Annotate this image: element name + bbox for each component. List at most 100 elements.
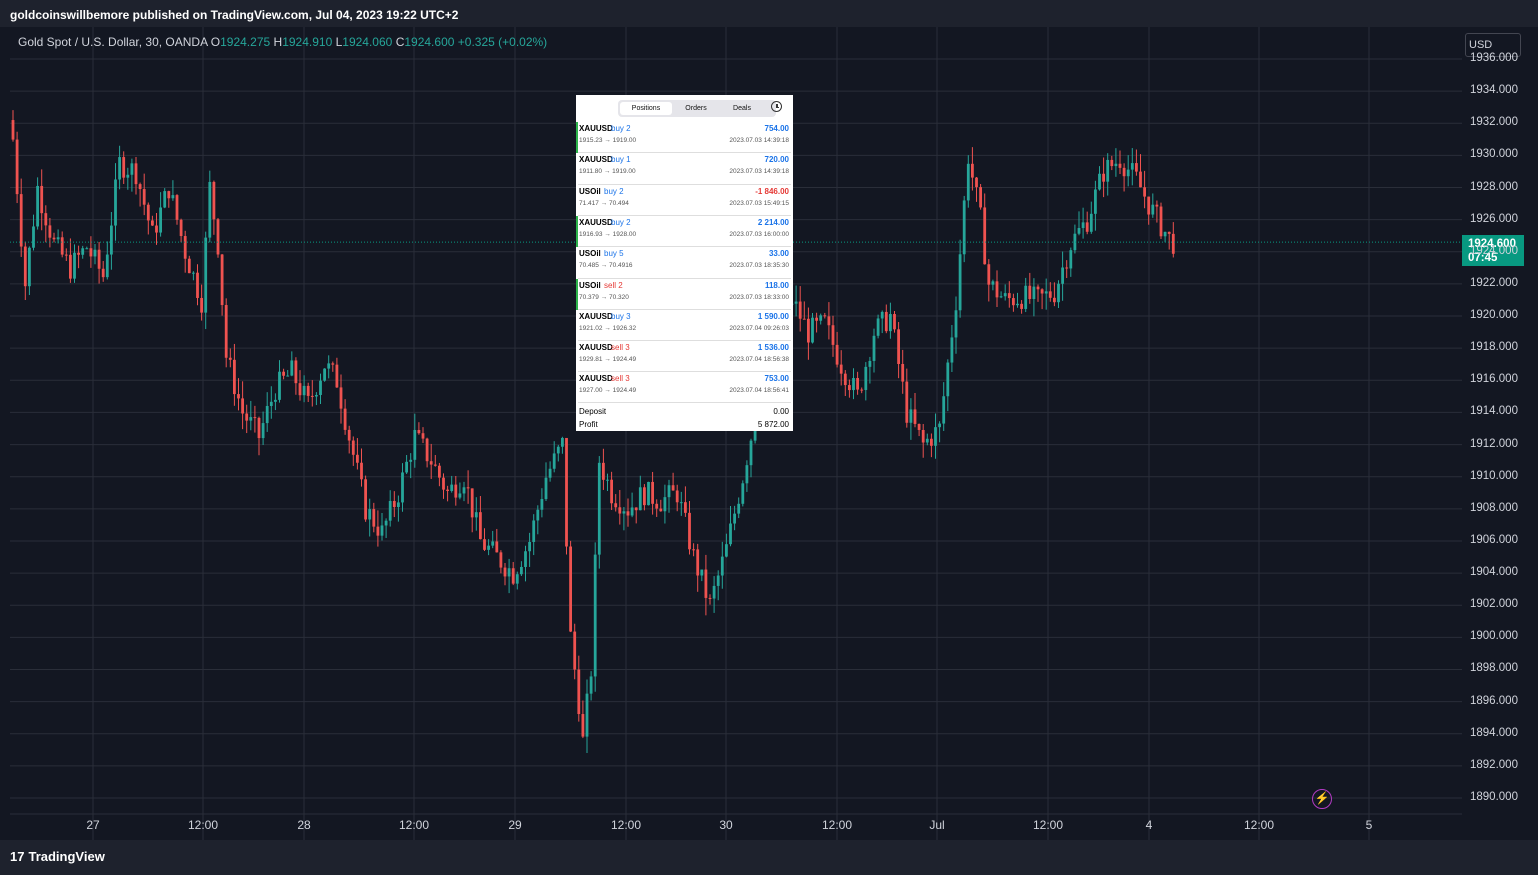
candle-body bbox=[253, 417, 257, 419]
candle-body bbox=[708, 597, 712, 599]
position-row[interactable]: USOil buy 2 71.417 → 70.494 -1 846.00 2023.0… bbox=[576, 185, 793, 216]
candle-body bbox=[487, 545, 490, 550]
candle-body bbox=[597, 462, 601, 555]
y-tick-label: 1924.000 bbox=[1470, 244, 1518, 257]
candle-body bbox=[843, 373, 847, 386]
candle-body bbox=[626, 511, 630, 516]
candle-body bbox=[319, 380, 322, 395]
candle-body bbox=[433, 464, 437, 466]
candle-body bbox=[1003, 293, 1007, 297]
candle-body bbox=[208, 181, 212, 238]
candle-body bbox=[1171, 233, 1175, 254]
positions-panel: Positions Orders Deals XAUUSD buy 2 1915.2… bbox=[576, 95, 793, 431]
candle-body bbox=[425, 438, 429, 462]
position-row[interactable]: XAUUSD buy 2 1915.23 → 1919.00 754.00 2023.0… bbox=[576, 122, 793, 153]
candle-body bbox=[105, 254, 109, 278]
candle-body bbox=[372, 509, 376, 527]
candle-body bbox=[19, 194, 23, 247]
position-row[interactable]: USOil sell 2 70.379 → 70.320 118.00 2023.07.… bbox=[576, 278, 793, 310]
candle-body bbox=[220, 254, 224, 306]
y-tick-label: 1906.000 bbox=[1470, 533, 1518, 546]
position-row[interactable]: USOil buy 5 70.485 → 70.4916 33.00 2023.07.0… bbox=[576, 247, 793, 278]
candle-body bbox=[167, 191, 171, 199]
position-row[interactable]: XAUUSD buy 3 1921.02 → 1926.32 1 590.00 2023… bbox=[576, 310, 793, 341]
candle-body bbox=[1098, 173, 1101, 190]
candle-body bbox=[634, 507, 638, 511]
position-row[interactable]: XAUUSD sell 3 1929.81 → 1924.49 1 536.00 202… bbox=[576, 341, 793, 372]
candle-body bbox=[860, 389, 864, 391]
position-time: 2023.07.04 09:26:03 bbox=[729, 324, 789, 332]
candle-body bbox=[97, 249, 101, 269]
summary-divider bbox=[578, 402, 791, 403]
candle-body bbox=[347, 429, 351, 441]
flash-icon[interactable]: ⚡ bbox=[1312, 789, 1332, 809]
tab-deals[interactable]: Deals bbox=[733, 105, 751, 112]
candle-body bbox=[405, 461, 408, 473]
candle-body bbox=[212, 181, 216, 220]
x-tick-label: 30 bbox=[719, 818, 733, 832]
position-row[interactable]: XAUUSD buy 1 1911.80 → 1919.00 720.00 2023.0… bbox=[576, 153, 793, 184]
symbol-name[interactable]: Gold Spot / U.S. Dollar, 30, OANDA bbox=[18, 35, 208, 49]
y-tick-label: 1914.000 bbox=[1470, 405, 1518, 418]
y-tick-label: 1916.000 bbox=[1470, 373, 1518, 386]
candle-body bbox=[1081, 222, 1085, 229]
candle-body bbox=[700, 569, 704, 576]
candle-body bbox=[257, 417, 261, 439]
tradingview-logo[interactable]: 17 TradingView bbox=[10, 849, 105, 864]
position-symbol: XAUUSD bbox=[579, 343, 613, 353]
y-tick-label: 1896.000 bbox=[1470, 694, 1518, 707]
candle-body bbox=[815, 317, 818, 321]
currency-selector[interactable]: USD bbox=[1465, 33, 1521, 57]
tab-positions[interactable]: Positions bbox=[620, 102, 672, 115]
candle-body bbox=[930, 438, 933, 446]
candle-body bbox=[1114, 163, 1118, 167]
candle-body bbox=[884, 311, 888, 332]
candle-body bbox=[196, 272, 199, 298]
candle-body bbox=[622, 511, 626, 514]
candle-body bbox=[458, 493, 462, 498]
candle-body bbox=[93, 249, 97, 257]
candle-body bbox=[671, 485, 675, 491]
candle-body bbox=[950, 337, 954, 363]
candle-body bbox=[192, 272, 195, 274]
candle-body bbox=[470, 488, 474, 518]
candlestick-chart[interactable] bbox=[10, 27, 1462, 840]
open-value: 1924.275 bbox=[220, 35, 271, 49]
candle-body bbox=[446, 489, 449, 491]
high-label: H bbox=[273, 35, 283, 49]
candle-body bbox=[729, 523, 732, 545]
candle-body bbox=[1007, 293, 1011, 299]
candle-body bbox=[171, 195, 175, 199]
candle-body bbox=[1048, 291, 1052, 298]
x-tick-label: Jul bbox=[929, 818, 945, 832]
candle-body bbox=[802, 318, 806, 320]
row-divider bbox=[578, 371, 791, 373]
candle-body bbox=[302, 385, 306, 396]
y-tick-label: 1892.000 bbox=[1470, 758, 1518, 771]
candle-body bbox=[200, 297, 203, 313]
x-tick-label: 12:00 bbox=[187, 818, 219, 832]
candle-body bbox=[962, 200, 966, 255]
candle-body bbox=[343, 408, 347, 430]
candle-body bbox=[274, 399, 277, 402]
position-time: 2023.07.03 16:00:00 bbox=[729, 230, 789, 238]
candle-body bbox=[384, 520, 388, 526]
tab-orders[interactable]: Orders bbox=[685, 105, 707, 112]
candle-body bbox=[421, 433, 425, 439]
candle-body bbox=[479, 512, 482, 540]
position-profit: -1 846.00 bbox=[755, 186, 789, 196]
candle-body bbox=[614, 503, 618, 508]
candle-body bbox=[864, 366, 868, 390]
candle-body bbox=[1151, 204, 1155, 215]
history-clock-icon[interactable] bbox=[771, 101, 782, 112]
candle-body bbox=[327, 363, 331, 369]
candle-body bbox=[934, 427, 937, 446]
candle-body bbox=[741, 483, 745, 504]
candle-body bbox=[630, 507, 634, 516]
candle-body bbox=[331, 363, 335, 365]
candle-body bbox=[249, 417, 253, 421]
change-value: +0.325 (+0.02%) bbox=[457, 35, 548, 49]
position-row[interactable]: XAUUSD buy 2 1916.93 → 1928.00 2 214.00 2023… bbox=[576, 215, 793, 247]
position-row[interactable]: XAUUSD sell 3 1927.00 → 1924.49 753.00 2023.… bbox=[576, 372, 793, 403]
candle-body bbox=[995, 281, 999, 298]
